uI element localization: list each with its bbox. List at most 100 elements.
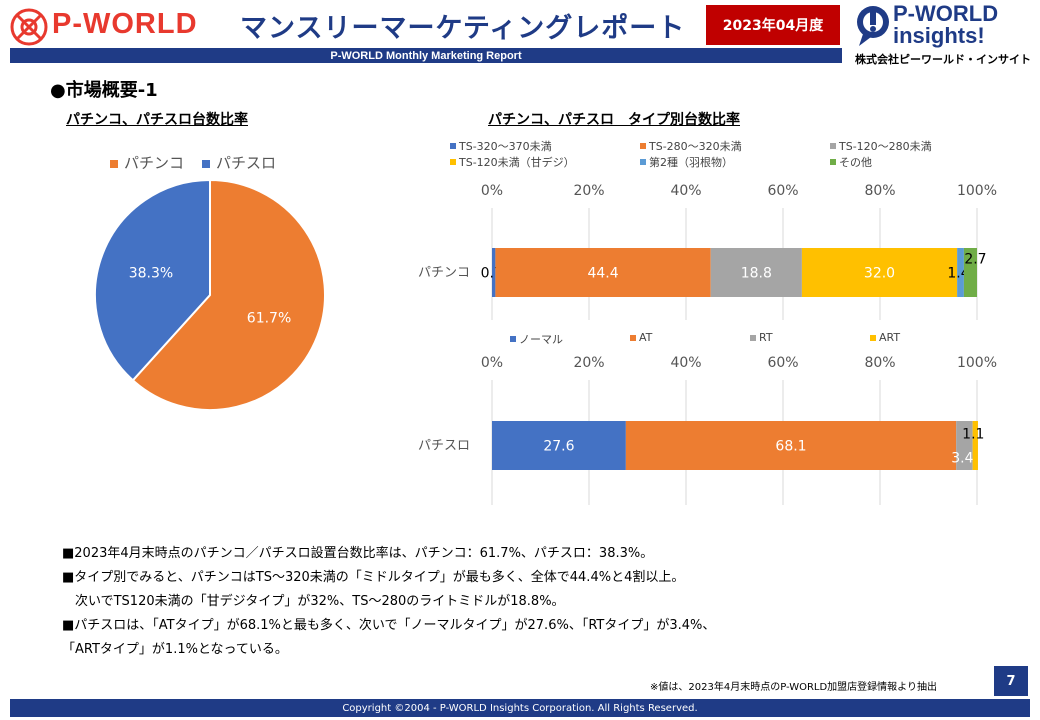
- bar-segment: [625, 421, 957, 470]
- summary-text: ■2023年4月末時点のパチンコ／パチスロ設置台数比率は、パチンコ：61.7%、…: [62, 542, 715, 662]
- bar-data-label: 27.6: [543, 439, 574, 455]
- pie-legend-label: パチスロ: [216, 154, 277, 172]
- legend-item: TS-280～320未満: [640, 138, 742, 154]
- legend-label: TS-280～320未満: [649, 140, 742, 153]
- legend-item: TS-120未満（甘デジ）: [450, 154, 575, 170]
- category-label: パチスロ: [418, 439, 470, 454]
- legend-label: 第2種（羽根物）: [649, 156, 733, 169]
- bar-data-label: 18.8: [741, 266, 772, 282]
- summary-line: ■パチスロは、「ATタイプ」が68.1%と最も多く、次いで「ノーマルタイプ」が2…: [62, 618, 716, 633]
- page-number: 7: [994, 666, 1028, 696]
- bar-segment: [495, 248, 711, 297]
- summary-line: ■2023年4月末時点のパチンコ／パチスロ設置台数比率は、パチンコ：61.7%、…: [62, 546, 654, 561]
- bar-segment: [972, 421, 978, 470]
- x-tick-label: 80%: [864, 355, 895, 371]
- legend-label: ノーマル: [519, 333, 563, 346]
- summary-line: ■タイプ別でみると、パチンコはTS～320未満の「ミドルタイプ」が最も多く、全体…: [62, 570, 685, 585]
- bar-segment: [963, 248, 977, 297]
- bar-segment: [956, 421, 973, 470]
- legend-item: ART: [870, 331, 900, 344]
- bar-segment: [492, 421, 626, 470]
- pie-legend-swatch: [202, 160, 211, 168]
- pachinko-bar-chart: 0% 20% 40% 60% 80% 100%パチンコ 0.7 44.4 18.8 32.0 1.4…: [418, 183, 997, 320]
- pie-legend-item: パチンコ: [110, 152, 184, 173]
- bar-segment: [801, 248, 958, 297]
- legend-item: AT: [630, 331, 652, 344]
- legend-label: ART: [879, 331, 901, 344]
- insights-logo-icon: [857, 6, 889, 46]
- legend-swatch: [630, 334, 636, 341]
- company-name: 株式会社ピーワールド・インサイト: [855, 53, 1031, 66]
- insights-logo-line2: insights!: [893, 23, 985, 48]
- bar-segment: [492, 248, 496, 297]
- pachinko-legend: TS-320～370未満 TS-280～320未満 TS-120～280未満 TS-1…: [450, 138, 990, 174]
- report-date-badge: 2023年04月度: [706, 5, 840, 45]
- bar-data-label: 32.0: [864, 266, 895, 282]
- insights-logo-text: P-WORLD insights!: [893, 3, 998, 47]
- pie-slice: [94, 178, 211, 382]
- page-title: マンスリーマーケティングレポート: [240, 13, 686, 44]
- legend-label: TS-320～370未満: [459, 140, 552, 153]
- subtitle-bar: P-WORLD Monthly Marketing Report: [10, 48, 842, 63]
- legend-item: RT: [750, 331, 773, 344]
- section-title: ●市場概要-1: [50, 80, 158, 101]
- legend-swatch: [830, 159, 836, 165]
- legend-label: TS-120～280未満: [839, 140, 932, 153]
- x-tick-label: 0%: [481, 183, 503, 199]
- category-label: パチンコ: [418, 266, 470, 281]
- copyright-footer: Copyright ©2004 - P-WORLD Insights Corpo…: [10, 699, 1030, 717]
- pachislo-legend: ノーマル AT RT ART: [510, 331, 930, 347]
- legend-swatch: [830, 143, 836, 149]
- legend-item: TS-320～370未満: [450, 138, 552, 154]
- pie-slice: [131, 178, 326, 411]
- summary-line: 「ARTタイプ」が1.1%となっている。: [62, 642, 288, 657]
- x-tick-label: 100%: [957, 183, 997, 199]
- legend-swatch: [510, 336, 516, 342]
- source-note: ※値は、2023年4月末時点のP-WORLD加盟店登録情報より抽出: [650, 682, 937, 693]
- x-tick-label: 60%: [767, 355, 798, 371]
- pie-legend: パチンコ パチスロ: [110, 152, 276, 173]
- legend-item: その他: [830, 154, 872, 170]
- legend-label: RT: [759, 331, 773, 344]
- legend-swatch: [450, 143, 456, 149]
- pie-chart-title: パチンコ、パチスロ台数比率: [66, 112, 248, 128]
- legend-item: TS-120～280未満: [830, 138, 932, 154]
- pachislo-bar-chart: 0% 20% 40% 60% 80% 100% パチスロ 27.6 68.1 3.4 1.1: [418, 355, 997, 505]
- x-tick-label: 100%: [957, 355, 997, 371]
- pie-legend-swatch: [110, 160, 118, 168]
- x-tick-label: 20%: [573, 183, 604, 199]
- legend-label: TS-120未満（甘デジ）: [459, 156, 575, 169]
- legend-label: AT: [639, 331, 653, 344]
- bar-data-label: 68.1: [775, 439, 806, 455]
- legend-swatch: [870, 334, 876, 341]
- x-tick-label: 40%: [670, 355, 701, 371]
- pie-data-label: 61.7%: [247, 311, 291, 327]
- legend-item: ノーマル: [510, 331, 563, 347]
- bar-data-label: 1.1: [962, 427, 984, 443]
- x-tick-label: 0%: [481, 355, 503, 371]
- bar-data-label: 44.4: [587, 266, 618, 282]
- x-tick-label: 80%: [864, 183, 895, 199]
- bar-data-label: 2.7: [964, 252, 986, 268]
- legend-swatch: [640, 159, 646, 165]
- legend-label: その他: [839, 156, 872, 169]
- legend-swatch: [450, 159, 456, 165]
- x-tick-label: 60%: [767, 183, 798, 199]
- bar-segment: [957, 248, 964, 297]
- p-world-logo-icon: [10, 8, 48, 46]
- legend-swatch: [750, 334, 756, 341]
- bar-data-label: 3.4: [951, 451, 973, 467]
- pie-data-label: 38.3%: [129, 265, 173, 281]
- x-tick-label: 20%: [573, 355, 604, 371]
- bar-chart-title: パチンコ、パチスロ タイプ別台数比率: [488, 112, 740, 128]
- x-tick-label: 40%: [670, 183, 701, 199]
- bar-segment: [710, 248, 802, 297]
- pie-legend-label: パチンコ: [124, 154, 185, 172]
- logo-text: P-WORLD: [52, 8, 198, 40]
- insights-logo-line1: P-WORLD: [893, 1, 999, 26]
- summary-line: 次いでTS120未満の「甘デジタイプ」が32%、TS～280のライトミドルが18…: [62, 594, 565, 609]
- legend-swatch: [640, 143, 646, 149]
- pie-legend-item: パチスロ: [202, 152, 276, 173]
- pie-chart: 61.7% 38.3%: [94, 178, 326, 411]
- legend-item: 第2種（羽根物）: [640, 154, 733, 170]
